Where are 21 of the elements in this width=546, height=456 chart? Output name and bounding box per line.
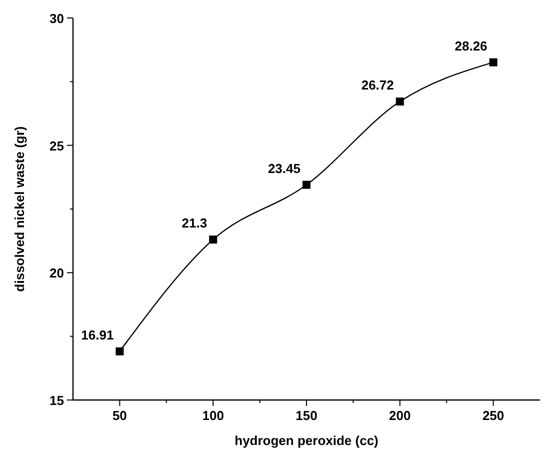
point	[396, 98, 404, 106]
y-axis-title: dissolved nickel waste (gr)	[12, 126, 27, 292]
x-tick-label: 100	[202, 408, 224, 423]
point	[489, 58, 498, 66]
point	[302, 180, 310, 189]
point	[209, 236, 218, 244]
point	[116, 347, 124, 356]
data-label: 28.26	[454, 38, 488, 54]
data-label: 21.3	[182, 216, 208, 231]
data-label: 26.72	[361, 78, 394, 93]
x-tick-label: 250	[482, 408, 504, 423]
data-label: 23.45	[268, 160, 300, 176]
x-tick-label: 200	[389, 408, 411, 423]
x-tick-label: 50	[112, 408, 127, 423]
y-tick-label: 15	[50, 393, 64, 408]
x-axis-title: hydrogen peroxide (cc)	[234, 433, 378, 448]
x-tick-label: 150	[296, 408, 318, 423]
data-label: 16.91	[81, 327, 114, 342]
y-tick-label: 25	[50, 138, 64, 154]
y-tick-label: 30	[50, 11, 64, 26]
y-tick-label: 20	[50, 266, 64, 281]
